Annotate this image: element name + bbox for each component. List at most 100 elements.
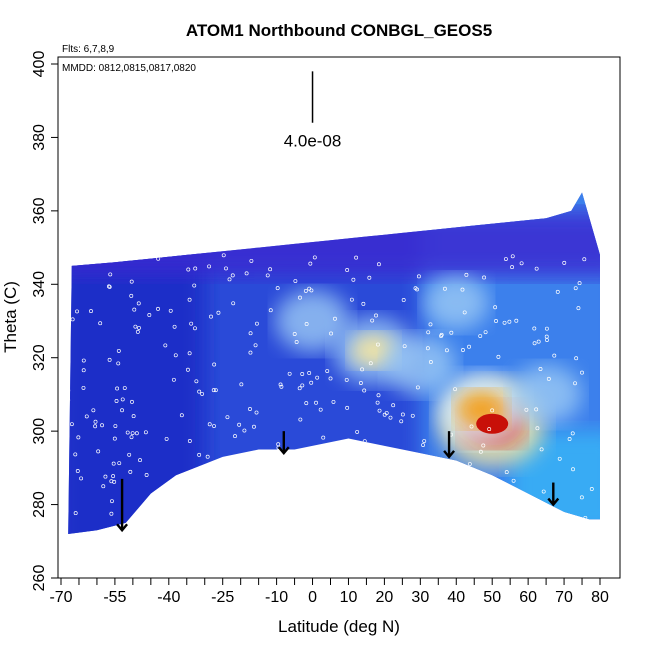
obs-point — [377, 408, 382, 413]
obs-point — [256, 451, 261, 455]
obs-point — [577, 281, 582, 286]
obs-point — [300, 383, 305, 388]
obs-point — [478, 334, 483, 339]
obs-point — [122, 386, 127, 390]
obs-point — [318, 407, 323, 412]
obs-point — [232, 511, 237, 516]
obs-point — [239, 382, 244, 387]
obs-point — [205, 454, 210, 459]
obs-point — [368, 361, 373, 366]
obs-point — [419, 516, 424, 521]
obs-point — [254, 321, 259, 326]
obs-point — [442, 286, 447, 291]
obs-point — [173, 353, 178, 358]
obs-point — [125, 430, 130, 435]
flights-annotation: Flts: 6,7,8,9 — [62, 44, 115, 55]
obs-point — [193, 326, 197, 331]
x-tick-label-1: -55 — [103, 589, 126, 606]
obs-point — [510, 265, 515, 270]
x-tick-label-9: 40 — [447, 589, 465, 606]
obs-point — [209, 314, 213, 319]
obs-point — [439, 333, 444, 338]
obs-point — [415, 385, 420, 390]
obs-point — [206, 502, 210, 506]
obs-point — [488, 481, 493, 486]
field-west — [68, 192, 205, 534]
obs-point — [535, 426, 540, 431]
obs-point — [333, 316, 337, 321]
y-axis: 260 280 300 320 340 360 380 400 — [31, 51, 58, 591]
obs-point — [502, 320, 507, 325]
obs-point — [186, 267, 191, 272]
hotspot-halo-5 — [510, 364, 582, 425]
obs-point — [168, 308, 173, 313]
obs-point — [391, 403, 396, 408]
obs-point — [197, 389, 202, 394]
obs-point — [321, 435, 326, 440]
obs-point — [423, 472, 428, 477]
obs-point — [301, 455, 306, 460]
obs-point — [453, 474, 458, 479]
obs-point — [110, 499, 114, 504]
obs-point — [378, 516, 383, 521]
obs-point — [81, 368, 86, 373]
obs-point — [280, 458, 285, 463]
obs-point — [103, 474, 108, 479]
arrow-head-0 — [116, 523, 129, 533]
obs-point — [360, 367, 365, 372]
obs-point — [325, 369, 330, 373]
obs-point — [538, 367, 543, 371]
obs-point — [515, 509, 520, 514]
obs-point — [388, 415, 393, 420]
obs-point — [351, 277, 356, 282]
obs-point — [458, 482, 463, 487]
obs-point — [315, 375, 320, 380]
obs-point — [532, 341, 537, 346]
obs-point — [370, 318, 375, 323]
x-tick-label-5: 0 — [308, 589, 317, 606]
obs-point — [507, 319, 512, 324]
obs-point — [429, 470, 434, 475]
obs-point — [428, 360, 433, 364]
obs-point — [425, 346, 430, 351]
obs-point — [292, 332, 297, 336]
obs-point — [117, 461, 122, 466]
obs-point — [483, 481, 488, 486]
hotspot-core-2 — [350, 333, 398, 368]
obs-point — [544, 326, 549, 331]
obs-point — [227, 277, 232, 282]
obs-point — [490, 408, 495, 413]
obs-point — [131, 414, 136, 419]
obs-point — [129, 435, 134, 440]
x-tick-label-2: -40 — [157, 589, 180, 606]
obs-point — [444, 348, 449, 353]
obs-point — [423, 492, 428, 497]
obs-point — [133, 324, 138, 329]
obs-point — [96, 449, 101, 454]
obs-point — [101, 484, 106, 489]
obs-point — [570, 431, 575, 436]
obs-point — [582, 257, 587, 262]
obs-point — [242, 428, 247, 433]
obs-point — [411, 515, 416, 520]
obs-point — [573, 381, 577, 386]
obs-point — [395, 451, 400, 456]
obs-point — [421, 475, 426, 480]
obs-point — [367, 460, 371, 465]
obs-point — [308, 516, 313, 521]
x-tick-label-8: 30 — [411, 589, 429, 606]
obs-point — [127, 452, 132, 457]
obs-point — [534, 407, 539, 412]
y-tick-label-7: 400 — [31, 51, 48, 78]
obs-point — [137, 325, 141, 330]
obs-point — [200, 391, 205, 396]
obs-point — [510, 492, 515, 497]
obs-point — [132, 307, 137, 312]
obs-point — [414, 476, 419, 481]
obs-point — [562, 260, 567, 265]
obs-point — [185, 367, 190, 372]
obs-point — [309, 288, 314, 293]
obs-point — [358, 381, 363, 385]
obs-point — [268, 308, 273, 313]
